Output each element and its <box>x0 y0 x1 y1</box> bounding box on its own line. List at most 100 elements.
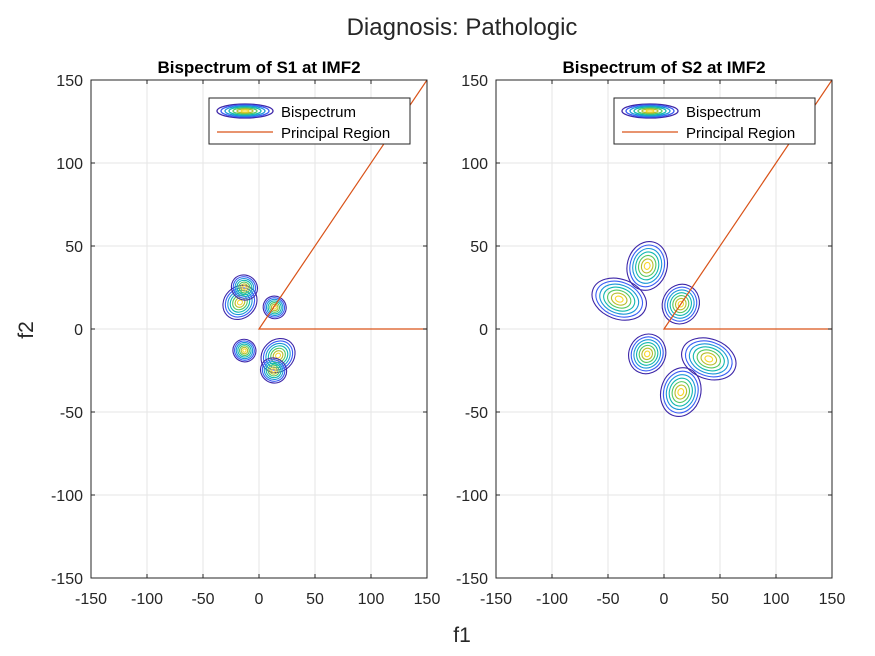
contour-line <box>238 281 251 294</box>
legend-bispectrum-icon <box>240 109 250 113</box>
contour-line <box>672 295 690 314</box>
contour-line <box>259 357 288 384</box>
contour-line <box>674 297 687 311</box>
contour-group <box>222 80 427 384</box>
legend-bispectrum-icon <box>625 104 675 118</box>
contour-line <box>664 286 698 322</box>
contour-line <box>688 343 729 375</box>
contour-line <box>662 370 699 414</box>
contour-line <box>267 364 280 377</box>
contour-line <box>240 346 249 355</box>
contour-line <box>260 337 296 374</box>
contour-line <box>665 374 696 411</box>
contour-line <box>229 292 251 313</box>
contour-line <box>272 305 277 310</box>
contour-line <box>632 247 663 284</box>
contour-lobe <box>681 337 737 381</box>
y-tick-label: -50 <box>60 405 83 422</box>
contour-line <box>261 359 286 382</box>
contour-line <box>599 283 640 315</box>
y-tick-label: 50 <box>470 239 488 256</box>
x-tick-label: 150 <box>819 591 846 608</box>
legend: Bispectrum Principal Region <box>613 97 816 145</box>
contour-line <box>603 286 636 312</box>
contour-line <box>234 340 255 361</box>
contour-line <box>643 350 651 358</box>
y-axis-label: f2 <box>15 321 38 339</box>
contour-line <box>641 347 654 361</box>
x-tick-label: 100 <box>763 591 790 608</box>
contour-line <box>234 277 255 298</box>
contour-lobe <box>626 241 669 291</box>
x-tick-label: -50 <box>191 591 214 608</box>
contour-group <box>591 80 832 417</box>
contour-line <box>640 258 654 274</box>
chart-title: Bispectrum of S1 at IMF2 <box>157 58 360 77</box>
y-tick-label: 100 <box>461 156 488 173</box>
legend-bispectrum-icon <box>633 106 667 116</box>
x-axis-label: f1 <box>453 624 471 647</box>
contour-line <box>269 366 278 375</box>
contour-lobe <box>232 338 257 363</box>
contour-line <box>238 345 250 356</box>
legend: Bispectrum Principal Region <box>208 97 411 145</box>
contour-line <box>674 384 688 400</box>
chart-panel-2: -150 -100 -50 0 50 100 150 -150 -100 -50 0 50 100 150… <box>456 58 845 608</box>
legend-bispectrum-icon <box>228 106 262 116</box>
contour-line <box>232 338 257 363</box>
contour-line <box>630 336 664 372</box>
legend-entry: Principal Region <box>281 125 390 142</box>
contour-line <box>236 279 253 296</box>
principal-region-line <box>257 80 427 330</box>
legend-bispectrum-icon <box>621 103 679 119</box>
contour-line <box>237 343 252 358</box>
y-tick-label: 150 <box>461 73 488 90</box>
contour-line <box>666 289 695 319</box>
legend-bispectrum-icon <box>236 108 254 114</box>
x-tick-label: 150 <box>414 591 441 608</box>
y-tick-label: -150 <box>51 571 83 588</box>
chart-panel-1: -150 -100 -50 0 50 100 150 -150 -100 -50 0 50 100 150… <box>51 58 440 608</box>
contour-lobe <box>230 274 259 301</box>
contour-line <box>669 292 692 316</box>
contour-line <box>671 381 691 404</box>
contour-line <box>696 349 721 369</box>
figure-suptitle: Diagnosis: Pathologic <box>347 14 578 41</box>
contour-line <box>629 244 666 288</box>
x-tick-label: -100 <box>536 591 568 608</box>
contour-line <box>591 277 647 321</box>
contour-line <box>270 303 279 312</box>
x-tick-label: 100 <box>358 591 385 608</box>
y-tick-label: 0 <box>479 322 488 339</box>
y-tick-label: 100 <box>56 156 83 173</box>
contour-line <box>236 299 243 306</box>
x-tick-label: -100 <box>131 591 163 608</box>
y-tick-label: -100 <box>51 488 83 505</box>
x-tick-label: -150 <box>480 591 512 608</box>
legend-entry: Bispectrum <box>686 104 761 121</box>
legend-bispectrum-icon <box>645 109 655 113</box>
x-tick-label: 50 <box>306 591 324 608</box>
contour-lobe <box>628 333 667 375</box>
contour-lobe <box>661 283 700 325</box>
y-tick-label: -150 <box>456 571 488 588</box>
contour-line <box>677 388 685 397</box>
x-tick-label: -150 <box>75 591 107 608</box>
contour-line <box>230 274 259 301</box>
y-tick-label: 150 <box>56 73 83 90</box>
contour-line <box>637 254 657 277</box>
contour-line <box>636 342 659 366</box>
contour-line <box>607 289 632 309</box>
contour-line <box>263 360 284 381</box>
contour-line <box>614 295 624 303</box>
contour-line <box>661 283 700 325</box>
legend-bispectrum-icon <box>220 104 270 118</box>
contour-line <box>242 348 247 353</box>
x-tick-label: 0 <box>255 591 264 608</box>
y-tick-label: 0 <box>74 322 83 339</box>
contour-line <box>700 352 718 366</box>
contour-line <box>692 346 725 372</box>
x-tick-label: 0 <box>660 591 669 608</box>
contour-line <box>267 345 289 366</box>
